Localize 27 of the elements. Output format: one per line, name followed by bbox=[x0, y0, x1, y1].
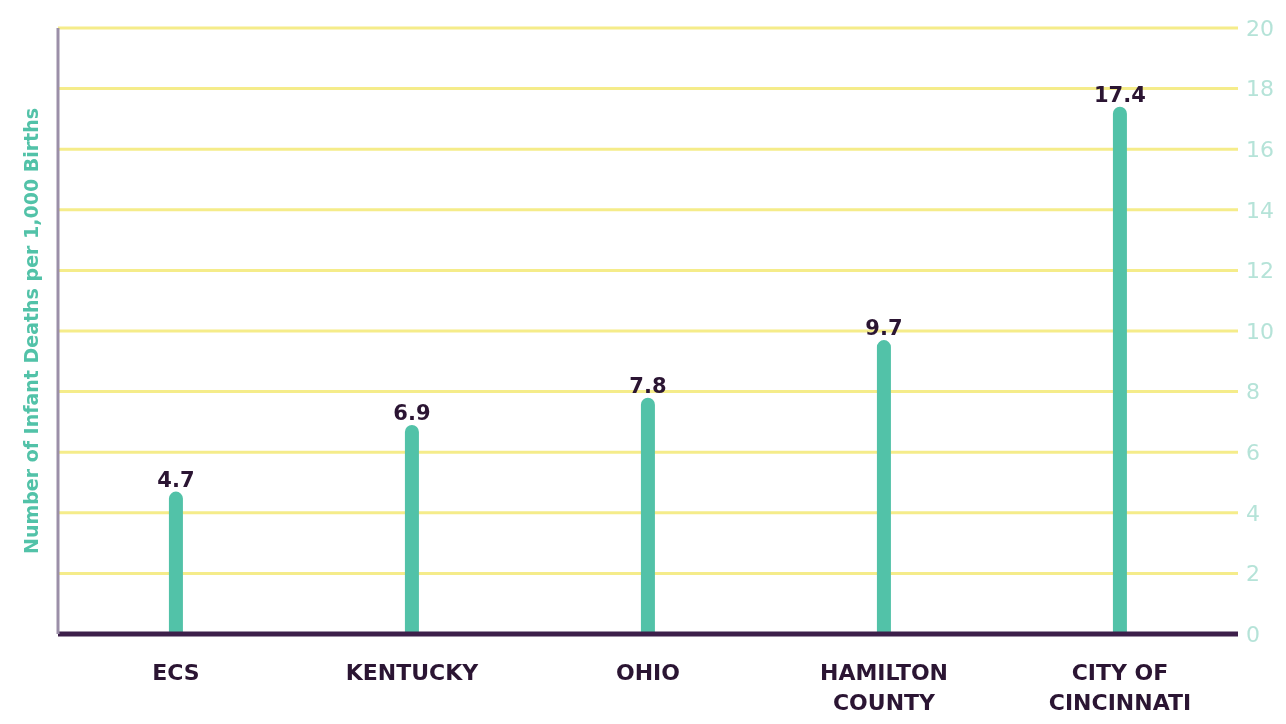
y-tick-label: 0 bbox=[1246, 621, 1260, 647]
y-tick-label: 16 bbox=[1246, 137, 1274, 163]
bar bbox=[404, 424, 419, 634]
y-tick-label: 20 bbox=[1246, 15, 1274, 41]
data-label: 17.4 bbox=[1094, 82, 1146, 107]
y-tick-label: 4 bbox=[1246, 500, 1260, 526]
x-tick-label: HAMILTON COUNTY bbox=[819, 659, 949, 715]
bar bbox=[640, 397, 655, 634]
y-tick-label: 10 bbox=[1246, 318, 1274, 344]
y-tick-label: 8 bbox=[1246, 379, 1260, 405]
data-label: 7.8 bbox=[629, 373, 667, 398]
bar bbox=[876, 340, 891, 634]
x-tick-label: ECS bbox=[152, 659, 200, 685]
x-tick-label: KENTUCKY bbox=[345, 659, 480, 685]
y-tick-label: 12 bbox=[1246, 258, 1274, 284]
bar bbox=[168, 491, 183, 634]
y-tick-label: 18 bbox=[1246, 76, 1274, 102]
y-tick-label: 2 bbox=[1246, 561, 1260, 587]
bar bbox=[1112, 106, 1127, 634]
data-label: 4.7 bbox=[157, 467, 195, 492]
y-tick-label: 6 bbox=[1246, 440, 1260, 466]
data-label: 9.7 bbox=[865, 316, 903, 341]
x-tick-label: OHIO bbox=[615, 659, 681, 685]
data-label: 6.9 bbox=[393, 400, 431, 425]
y-tick-label: 14 bbox=[1246, 197, 1274, 223]
y-axis-title: Number of Infant Deaths per 1,000 Births bbox=[19, 107, 42, 555]
x-tick-label: CITY OF CINCINNATI bbox=[1048, 659, 1192, 715]
